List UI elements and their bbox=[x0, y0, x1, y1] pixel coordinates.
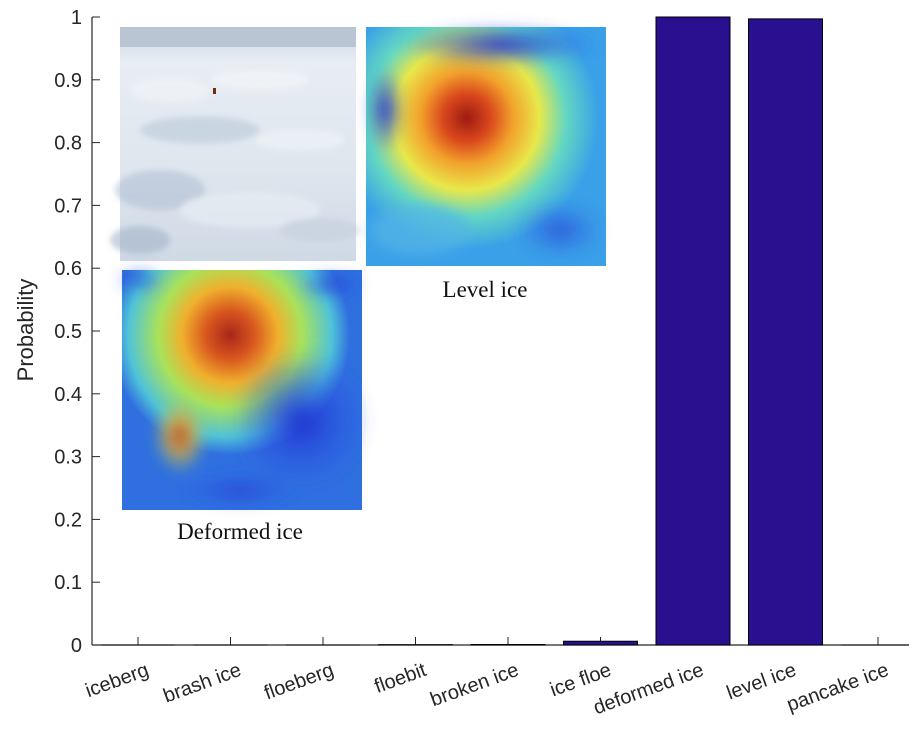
inset-deformed-ice-heatmap bbox=[115, 265, 370, 510]
y-tick-label: 0.2 bbox=[54, 509, 82, 531]
bar-ice-floe bbox=[563, 640, 638, 646]
bar-broken-ice bbox=[470, 643, 546, 646]
x-tick-label: brash ice bbox=[160, 659, 244, 707]
y-tick-label: 0.5 bbox=[54, 321, 82, 343]
y-tick-label: 0.8 bbox=[54, 133, 82, 155]
caption-deformed-ice: Deformed ice bbox=[177, 519, 303, 544]
y-tick-label: 0.1 bbox=[54, 572, 82, 594]
caption-level-ice: Level ice bbox=[443, 277, 528, 302]
y-tick-labels: 0 0.1 0.2 0.3 0.4 0.5 0.6 0.7 0.8 0.9 1 bbox=[54, 7, 82, 657]
y-tick-label: 0.7 bbox=[54, 195, 82, 217]
y-tick-label: 0.3 bbox=[54, 447, 82, 469]
y-tick-label: 0.9 bbox=[54, 70, 82, 92]
inset-snow-photo bbox=[110, 27, 360, 261]
y-tick-label: 0.4 bbox=[54, 384, 82, 406]
bar-deformed-ice bbox=[655, 16, 731, 646]
x-tick-label: pancake ice bbox=[784, 659, 892, 716]
y-tick-label: 1 bbox=[71, 7, 82, 29]
bars bbox=[101, 16, 909, 646]
x-tick-label: iceberg bbox=[83, 659, 152, 702]
x-tick-label: broken ice bbox=[427, 659, 521, 711]
bar-level-ice bbox=[748, 18, 823, 646]
y-axis-label: Probability bbox=[13, 279, 38, 382]
x-tick-label: floebit bbox=[372, 659, 430, 698]
inset-level-ice-heatmap bbox=[365, 23, 606, 266]
y-tick-label: 0 bbox=[71, 635, 82, 657]
x-tick-label: floeberg bbox=[261, 659, 336, 704]
y-tick-label: 0.6 bbox=[54, 258, 82, 280]
